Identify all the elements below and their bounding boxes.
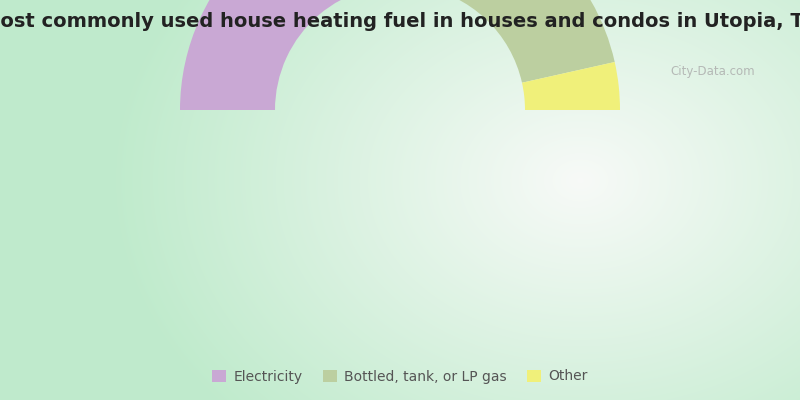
Text: City-Data.com: City-Data.com [670,65,755,78]
Legend: Electricity, Bottled, tank, or LP gas, Other: Electricity, Bottled, tank, or LP gas, O… [206,364,594,389]
Wedge shape [180,0,434,110]
Wedge shape [419,0,614,83]
Wedge shape [522,62,620,110]
Text: Most commonly used house heating fuel in houses and condos in Utopia, TX: Most commonly used house heating fuel in… [0,12,800,31]
